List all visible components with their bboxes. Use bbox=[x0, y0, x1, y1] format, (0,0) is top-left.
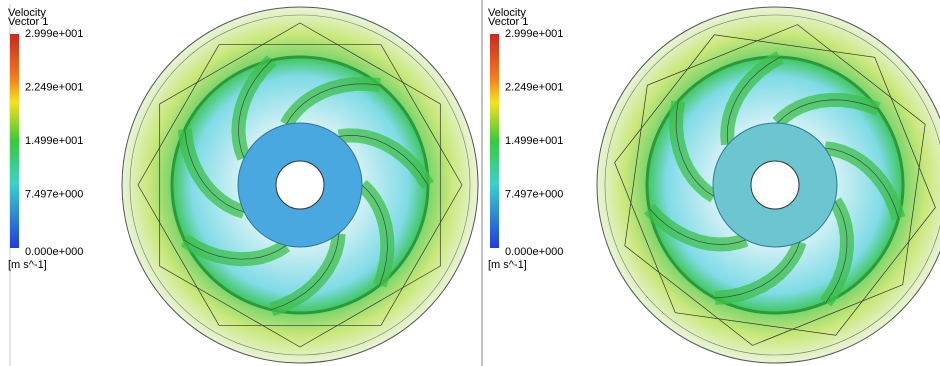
blade-edge bbox=[777, 99, 879, 124]
stator-outline bbox=[137, 44, 463, 326]
blade-edge bbox=[285, 83, 381, 125]
blade-edge bbox=[675, 101, 715, 197]
colorbar bbox=[10, 34, 19, 248]
shaft-hole bbox=[275, 160, 325, 210]
blade-edge bbox=[184, 129, 245, 213]
blade-edge bbox=[271, 233, 340, 311]
blade-edge bbox=[361, 184, 388, 286]
colorbar bbox=[490, 34, 499, 248]
colorbar-label: 1.499e+001 bbox=[505, 135, 563, 147]
colorbar-label: 2.999e+001 bbox=[25, 28, 83, 40]
legend-title: Vector 1 bbox=[488, 16, 528, 28]
blade-edge bbox=[825, 200, 848, 303]
legend-title: Velocity bbox=[8, 7, 46, 19]
blade-edge bbox=[648, 208, 747, 245]
casing-inner bbox=[129, 14, 471, 356]
blade-edge bbox=[726, 56, 781, 145]
blade-edge bbox=[824, 147, 899, 219]
colorbar-label: 2.249e+001 bbox=[505, 81, 563, 93]
stator-outline bbox=[159, 22, 441, 348]
stator-outline bbox=[614, 34, 936, 336]
blade-edge bbox=[714, 241, 801, 299]
unit-label: [m s^-1] bbox=[8, 259, 47, 271]
legend-title: Velocity bbox=[488, 7, 526, 19]
casing-inner bbox=[604, 14, 940, 356]
colorbar-label: 2.999e+001 bbox=[505, 28, 563, 40]
colorbar-label: 2.249e+001 bbox=[25, 81, 83, 93]
colorbar-label: 0.000e+000 bbox=[25, 246, 83, 258]
blade-edge bbox=[238, 59, 273, 159]
shaft-hole bbox=[750, 160, 800, 210]
colorbar-label: 0.000e+000 bbox=[505, 246, 563, 258]
legend-title: Vector 1 bbox=[8, 16, 48, 28]
colorbar-label: 7.497e+000 bbox=[505, 188, 563, 200]
stator-outline bbox=[624, 24, 926, 346]
blade-edge bbox=[184, 240, 287, 260]
colorbar-label: 1.499e+001 bbox=[25, 135, 83, 147]
blade-edge bbox=[338, 135, 429, 186]
colorbar-label: 7.497e+000 bbox=[25, 188, 83, 200]
unit-label: [m s^-1] bbox=[488, 259, 527, 271]
